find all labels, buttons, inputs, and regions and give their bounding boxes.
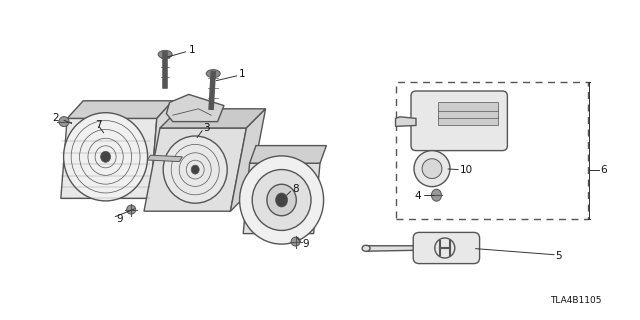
Ellipse shape bbox=[252, 170, 311, 230]
Polygon shape bbox=[61, 118, 157, 198]
Text: TLA4B1105: TLA4B1105 bbox=[550, 296, 602, 305]
Ellipse shape bbox=[414, 151, 450, 187]
Ellipse shape bbox=[267, 184, 296, 216]
Ellipse shape bbox=[100, 151, 111, 162]
Ellipse shape bbox=[63, 113, 148, 201]
Text: 2: 2 bbox=[52, 113, 59, 124]
Bar bbox=[438, 108, 498, 118]
Polygon shape bbox=[230, 109, 266, 211]
Ellipse shape bbox=[431, 189, 442, 201]
Polygon shape bbox=[396, 117, 416, 126]
Text: 4: 4 bbox=[415, 191, 421, 201]
Ellipse shape bbox=[191, 165, 199, 174]
Ellipse shape bbox=[276, 193, 287, 207]
Bar bbox=[396, 82, 588, 219]
Text: 8: 8 bbox=[292, 184, 298, 194]
Ellipse shape bbox=[127, 205, 136, 214]
Text: 5: 5 bbox=[556, 251, 562, 261]
Polygon shape bbox=[147, 155, 182, 162]
Ellipse shape bbox=[59, 116, 69, 127]
FancyBboxPatch shape bbox=[411, 91, 508, 151]
Polygon shape bbox=[67, 101, 173, 118]
Ellipse shape bbox=[422, 159, 442, 179]
Ellipse shape bbox=[163, 136, 227, 203]
Polygon shape bbox=[144, 128, 246, 211]
Ellipse shape bbox=[291, 237, 300, 246]
Text: 9: 9 bbox=[116, 214, 123, 224]
Ellipse shape bbox=[158, 51, 172, 59]
Polygon shape bbox=[166, 94, 224, 122]
Polygon shape bbox=[243, 163, 320, 234]
Text: 9: 9 bbox=[302, 239, 308, 249]
Text: 10: 10 bbox=[460, 165, 473, 175]
Ellipse shape bbox=[239, 156, 324, 244]
Text: 1: 1 bbox=[239, 68, 245, 79]
Text: 7: 7 bbox=[95, 120, 101, 130]
Text: 1: 1 bbox=[189, 44, 195, 55]
Polygon shape bbox=[160, 109, 266, 128]
Ellipse shape bbox=[206, 69, 220, 77]
Polygon shape bbox=[366, 246, 419, 251]
Text: 6: 6 bbox=[600, 165, 607, 175]
Polygon shape bbox=[150, 101, 173, 198]
Ellipse shape bbox=[362, 245, 370, 252]
Bar bbox=[438, 116, 498, 125]
FancyBboxPatch shape bbox=[413, 232, 479, 264]
Polygon shape bbox=[250, 146, 326, 163]
Text: 3: 3 bbox=[204, 123, 210, 133]
Bar bbox=[438, 101, 498, 111]
